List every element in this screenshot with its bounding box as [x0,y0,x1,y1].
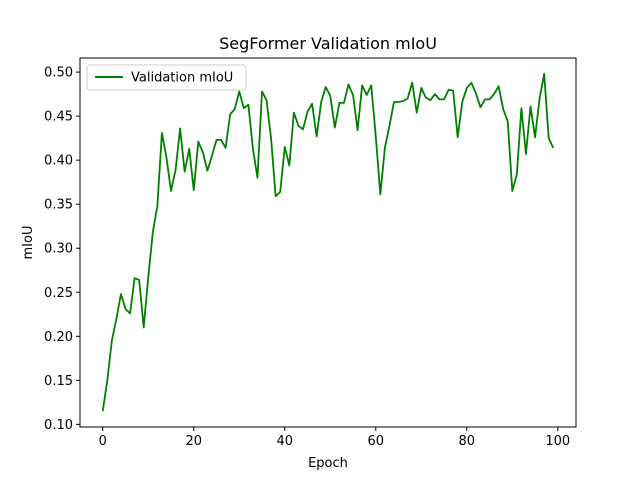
y-tick-label: 0.35 [44,198,73,213]
x-axis-ticks: 0 20 40 60 80 100 [99,427,570,449]
y-axis-label: mIoU [21,226,36,260]
y-tick-label: 0.20 [44,330,73,345]
axes-frame [79,57,577,428]
y-axis-ticks: 0.10 0.15 0.20 0.25 0.30 0.35 0.40 0.45 0.50 [44,66,80,433]
legend-box [86,64,247,91]
x-tick-label: 80 [459,434,476,449]
y-tick-label: 0.10 [44,418,73,433]
x-tick-label: 0 [99,434,107,449]
y-tick-label: 0.45 [44,110,73,125]
y-tick-label: 0.15 [44,374,73,389]
x-tick-label: 20 [185,434,202,449]
x-tick-label: 60 [368,434,385,449]
x-tick-label: 40 [276,434,293,449]
legend: Validation mIoU [86,64,247,91]
series-line-validation-miou [101,72,555,412]
y-tick-label: 0.50 [44,66,73,81]
y-tick-label: 0.40 [44,154,73,169]
x-axis-label: Epoch [308,456,348,471]
chart-title: SegFormer Validation mIoU [219,34,437,53]
y-tick-label: 0.30 [44,242,73,257]
plot-area [101,72,555,412]
x-tick-label: 100 [545,434,570,449]
y-tick-label: 0.25 [44,286,73,301]
legend-label-validation-miou: Validation mIoU [131,71,233,86]
